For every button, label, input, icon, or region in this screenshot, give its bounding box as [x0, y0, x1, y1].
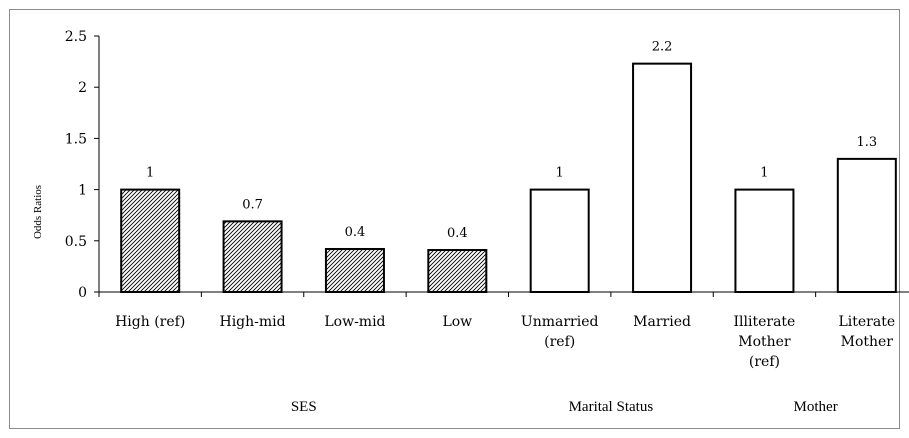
x-tick-label: Unmarried [521, 314, 599, 330]
y-tick-label: 0 [78, 285, 87, 301]
group-label: SES [291, 399, 317, 415]
x-tick-label: High (ref) [115, 314, 185, 330]
x-tick-label: High-mid [220, 314, 286, 330]
data-label: 0.4 [345, 225, 366, 240]
x-tick-label: Mother [841, 334, 894, 350]
labels: 1 High (ref) 0.7 High-mid 0.4 Low-mid 0.4 Low 1 U… [115, 40, 895, 415]
x-tick-label: Married [633, 314, 691, 330]
data-label: 1 [760, 166, 768, 181]
bar [836, 157, 897, 293]
bar [529, 188, 590, 294]
x-tick-label: Low-mid [324, 314, 385, 330]
x-tick-label: Illiterate [734, 314, 796, 330]
y-tick-label: 1.5 [65, 131, 87, 147]
group-label: Mother [794, 399, 838, 415]
bar [120, 188, 181, 294]
data-label: 1 [556, 166, 564, 181]
bar [632, 62, 693, 294]
x-tick-label: (ref) [749, 354, 780, 370]
bar [734, 188, 795, 294]
data-label: 0.7 [242, 197, 263, 212]
x-tick-label: Low [442, 314, 472, 330]
x-tick-label: (ref) [544, 334, 575, 350]
y-tick-label: 2.5 [65, 29, 87, 45]
y-axis-label: Odds Ratios [32, 185, 44, 239]
x-tick-label: Mother [738, 334, 791, 350]
data-label: 0.4 [447, 226, 468, 241]
bar [324, 247, 385, 294]
bar [222, 220, 283, 293]
data-label: 1 [146, 166, 154, 181]
group-label: Marital Status [569, 399, 654, 415]
y-tick-label: 0.5 [65, 234, 87, 250]
bar [427, 249, 488, 294]
bars [120, 62, 897, 294]
data-label: 2.2 [652, 40, 673, 55]
y-tick-label: 1 [78, 183, 87, 199]
x-tick-label: Literate [838, 314, 895, 330]
data-label: 1.3 [856, 135, 877, 150]
y-tick-label: 2 [78, 80, 87, 96]
